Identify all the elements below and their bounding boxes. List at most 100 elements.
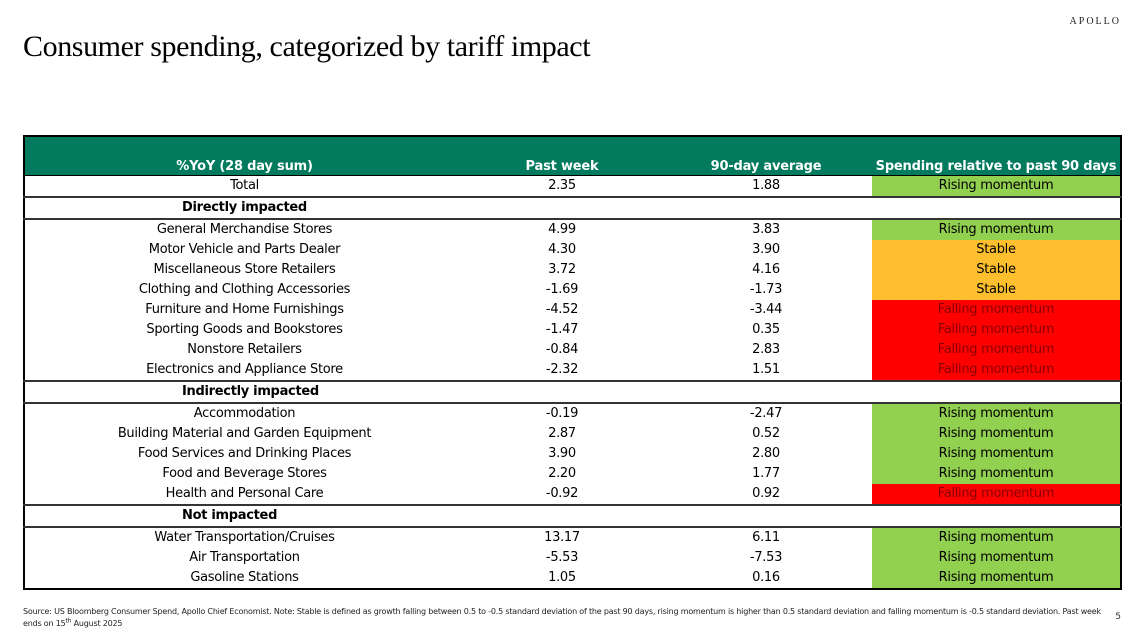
table-row: Accommodation -0.19 -2.47 Rising momentum [24,403,1121,424]
avg-90-value: 2.83 [752,342,780,357]
section-title: Not impacted [24,505,464,528]
section-title: Directly impacted [24,197,464,220]
avg-90-value: 2.80 [752,446,780,461]
empty-cell [872,505,1121,528]
past-week-value: 1.05 [548,570,576,585]
avg-90-value: 6.11 [752,530,780,545]
row-label: Health and Personal Care [24,484,464,506]
section-header-row: Indirectly impacted [24,381,1121,404]
past-week-value: -4.52 [545,302,579,317]
status-cell: Rising momentum [872,527,1121,548]
section-title: Indirectly impacted [24,381,464,404]
avg-90-value: 0.35 [752,322,780,337]
footnote-superscript: th [65,617,72,625]
past-week-value: 2.87 [548,426,576,441]
table-row: Gasoline Stations 1.05 0.16 Rising momentum [24,568,1121,589]
total-row: Total 2.35 1.88 Rising momentum [24,175,1121,198]
table-row: Air Transportation -5.53 -7.53 Rising momen… [24,548,1121,568]
section-header-row: Not impacted [24,505,1121,528]
past-week-value: 4.99 [548,222,576,237]
past-week-value: 2.35 [464,175,660,198]
row-label: Furniture and Home Furnishings [145,302,344,317]
avg-90-value: 4.16 [752,262,780,277]
empty-cell [660,505,872,528]
empty-cell [464,505,660,528]
consumer-spending-table: %YoY (28 day sum) Past week 90-day avera… [23,135,1122,590]
empty-cell [464,197,660,220]
table-row: Motor Vehicle and Parts Dealer 4.30 3.90 St… [24,240,1121,260]
avg-90-value: 3.83 [752,222,780,237]
avg-90-value: -3.44 [749,302,783,317]
page-number: 5 [1115,612,1121,622]
past-week-value: 3.72 [548,262,576,277]
status-cell: Stable [872,280,1121,300]
avg-90-value: 1.88 [660,175,872,198]
avg-90-value: 0.16 [752,570,780,585]
row-label: Sporting Goods and Bookstores [146,322,343,337]
empty-cell [872,381,1121,404]
apollo-logo: APOLLO [1069,16,1121,27]
table-row: General Merchandise Stores 4.99 3.83 Rising… [24,219,1121,240]
header-spending-relative: Spending relative to past 90 days [872,136,1121,176]
empty-cell [660,197,872,220]
status-cell: Rising momentum [872,568,1121,589]
status-cell: Falling momentum [872,360,1121,382]
row-label: Clothing and Clothing Accessories [138,282,351,297]
table-row: Electronics and Appliance Store -2.32 1.51… [24,360,1121,382]
past-week-value: -0.84 [545,342,579,357]
table-row: Miscellaneous Store Retailers 3.72 4.16 Sta… [24,260,1121,280]
page-title: Consumer spending, categorized by tariff… [23,30,591,63]
row-label: Miscellaneous Store Retailers [153,262,336,277]
section-header-row: Directly impacted [24,197,1121,220]
source-footnote: Source: US Bloomberg Consumer Spend, Apo… [23,606,1103,630]
table-row: Furniture and Home Furnishings -4.52 -3.44… [24,300,1121,320]
avg-90-value: 1.51 [660,360,872,382]
past-week-value: -0.92 [464,484,660,506]
row-label: Total [24,175,464,198]
header-past-week: Past week [464,136,660,176]
past-week-value: 4.30 [548,242,576,257]
avg-90-value: -1.73 [749,282,783,297]
row-label: Building Material and Garden Equipment [117,426,372,441]
row-label: Accommodation [193,406,296,421]
status-cell: Falling momentum [872,300,1121,320]
table-row: Sporting Goods and Bookstores -1.47 0.35 Fa… [24,320,1121,340]
footnote-text: Source: US Bloomberg Consumer Spend, Apo… [23,607,1101,628]
row-label: General Merchandise Stores [156,222,333,237]
avg-90-value: 3.90 [752,242,780,257]
avg-90-value: 0.92 [660,484,872,506]
past-week-value: -1.69 [545,282,579,297]
table-row: Clothing and Clothing Accessories -1.69 -1… [24,280,1121,300]
header-90-day-average: 90-day average [660,136,872,176]
header-category: %YoY (28 day sum) [24,136,464,176]
status-cell: Stable [872,260,1121,280]
past-week-value: -2.32 [464,360,660,382]
status-cell: Falling momentum [872,484,1121,506]
status-cell: Rising momentum [872,424,1121,444]
past-week-value: 2.20 [548,466,576,481]
past-week-value: 3.90 [548,446,576,461]
empty-cell [660,381,872,404]
table-row: Building Material and Garden Equipment 2.… [24,424,1121,444]
row-label: Nonstore Retailers [187,342,302,357]
status-cell: Falling momentum [872,320,1121,340]
footnote-text-end: August 2025 [71,619,123,628]
status-cell: Rising momentum [872,219,1121,240]
status-cell: Rising momentum [872,175,1121,198]
status-cell: Rising momentum [872,403,1121,424]
status-cell: Rising momentum [872,444,1121,464]
past-week-value: 13.17 [544,530,580,545]
avg-90-value: 0.52 [752,426,780,441]
table-row: Food Services and Drinking Places 3.90 2.8… [24,444,1121,464]
table-row: Health and Personal Care -0.92 0.92 Falling… [24,484,1121,506]
row-label: Food Services and Drinking Places [137,446,352,461]
table-row: Water Transportation/Cruises 13.17 6.11 Ris… [24,527,1121,548]
past-week-value: -0.19 [545,406,579,421]
row-label: Air Transportation [189,550,300,565]
empty-cell [464,381,660,404]
status-cell: Falling momentum [872,340,1121,360]
row-label: Food and Beverage Stores [162,466,327,481]
status-cell: Rising momentum [872,464,1121,484]
past-week-value: -5.53 [545,550,579,565]
row-label: Motor Vehicle and Parts Dealer [148,242,341,257]
